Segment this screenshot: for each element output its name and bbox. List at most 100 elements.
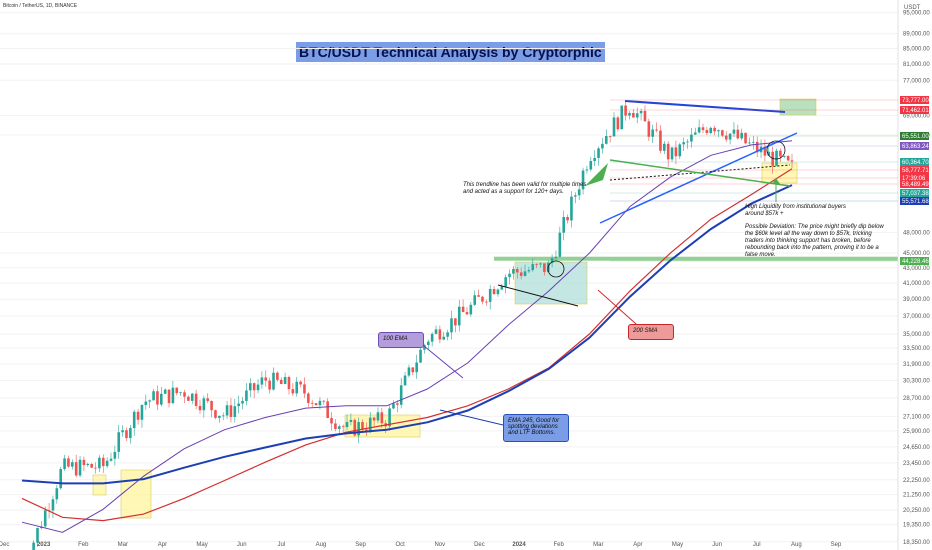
- x-tick-label: Jul: [753, 542, 761, 548]
- candle-body: [461, 306, 465, 313]
- price-tag-label: 58,777.71: [902, 168, 929, 174]
- candle-body: [434, 329, 438, 334]
- candle-body: [728, 133, 732, 140]
- candle-body: [272, 372, 275, 390]
- candle-body: [63, 458, 66, 470]
- candle-body: [504, 277, 507, 287]
- liquidity-arrowhead: [772, 178, 780, 184]
- candle-body: [670, 147, 674, 160]
- candle-body: [349, 419, 353, 423]
- x-tick-label: Oct: [396, 542, 406, 548]
- candle-body: [55, 488, 59, 500]
- candle-body: [624, 105, 627, 116]
- x-tick-label: Mar: [593, 542, 603, 548]
- y-tick-label: 28,700.00: [903, 396, 930, 402]
- candle-body: [330, 417, 333, 424]
- x-tick-label: Dec: [0, 542, 9, 548]
- candle-body: [218, 415, 221, 418]
- price-tag-label: 71,462.01: [902, 108, 929, 114]
- deviation-note: Possible Deviation: The price might brie…: [745, 224, 884, 258]
- candle-body: [140, 405, 144, 420]
- y-tick-label: 23,450.00: [903, 461, 930, 467]
- candle-body: [334, 423, 337, 429]
- candle-body: [341, 426, 345, 428]
- y-tick-label: 33,500.00: [903, 346, 930, 352]
- green-line: [609, 159, 791, 187]
- zone-box: [92, 474, 107, 496]
- candle-body: [581, 170, 585, 190]
- candle-body: [686, 141, 689, 143]
- candle-body: [237, 403, 240, 407]
- candle-body: [67, 458, 70, 467]
- x-tick-label: Feb: [553, 542, 564, 548]
- candle-body: [705, 130, 709, 134]
- candle-body: [647, 121, 651, 137]
- candle-body: [779, 150, 782, 157]
- x-tick-label: 2024: [512, 542, 526, 548]
- candle-body: [132, 411, 136, 429]
- candle-body: [71, 462, 74, 467]
- price-tag-bg: [900, 142, 929, 150]
- candle-body: [245, 390, 248, 401]
- candle-body: [775, 150, 778, 166]
- candle-body: [620, 105, 624, 130]
- x-tick-label: Apr: [633, 542, 642, 548]
- candle-body: [589, 160, 593, 170]
- candle-body: [314, 403, 318, 406]
- candle-body: [279, 379, 283, 384]
- candle-body: [508, 273, 511, 278]
- candle-body: [113, 451, 117, 459]
- candle-body: [303, 384, 306, 394]
- candle-body: [512, 268, 515, 274]
- upper-channel-line: [624, 100, 786, 113]
- candle-body: [523, 271, 527, 276]
- candle-body: [194, 393, 198, 406]
- candle-body: [612, 117, 616, 137]
- candle-body: [655, 129, 658, 131]
- candle-body: [121, 430, 124, 433]
- candle-body: [74, 462, 78, 476]
- candle-body: [767, 151, 771, 156]
- y-tick-label: 18,350.00: [903, 540, 930, 546]
- candle-body: [659, 130, 662, 151]
- axis-background: [898, 0, 932, 550]
- candle-body: [345, 422, 349, 428]
- candle-body: [442, 336, 446, 340]
- x-tick-label: Sep: [831, 542, 842, 548]
- candle-body: [469, 304, 473, 315]
- candle-body: [365, 429, 368, 431]
- price-tag-bg: [900, 166, 929, 174]
- candle-body: [109, 458, 113, 461]
- price-tag-label: 60,364.70: [902, 160, 929, 166]
- y-tick-label: 85,000.00: [903, 46, 930, 52]
- candle-body: [566, 216, 569, 221]
- candle-body: [291, 389, 295, 394]
- price-tag-label: 57,037.38: [902, 191, 929, 197]
- x-tick-label: Jun: [237, 542, 247, 548]
- candle-body: [415, 362, 418, 373]
- candle-body: [438, 329, 442, 340]
- price-tag-label: 17:39:06: [902, 176, 926, 182]
- y-tick-label: 27,100.00: [903, 414, 930, 420]
- candle-body: [515, 268, 519, 273]
- ema100-callout: 100 EMA: [378, 332, 424, 348]
- candle-body: [608, 136, 612, 137]
- candle-body: [635, 113, 639, 118]
- y-tick-label: 89,000.00: [903, 32, 930, 38]
- candle-body: [202, 398, 206, 411]
- candle-body: [693, 132, 697, 135]
- x-tick-label: Jul: [277, 542, 285, 548]
- candle-body: [632, 112, 635, 118]
- candle-body: [519, 272, 523, 276]
- candle-body: [724, 135, 728, 140]
- ema245-pointer: [439, 409, 504, 426]
- price-tag-bg: [900, 96, 929, 104]
- y-tick-label: 45,000.00: [903, 251, 930, 257]
- candle-body: [310, 402, 314, 404]
- candle-body: [403, 375, 407, 386]
- x-tick-label: Aug: [791, 542, 802, 548]
- candle-body: [411, 367, 415, 373]
- y-tick-label: 37,000.00: [903, 314, 930, 320]
- candle-body: [558, 232, 562, 257]
